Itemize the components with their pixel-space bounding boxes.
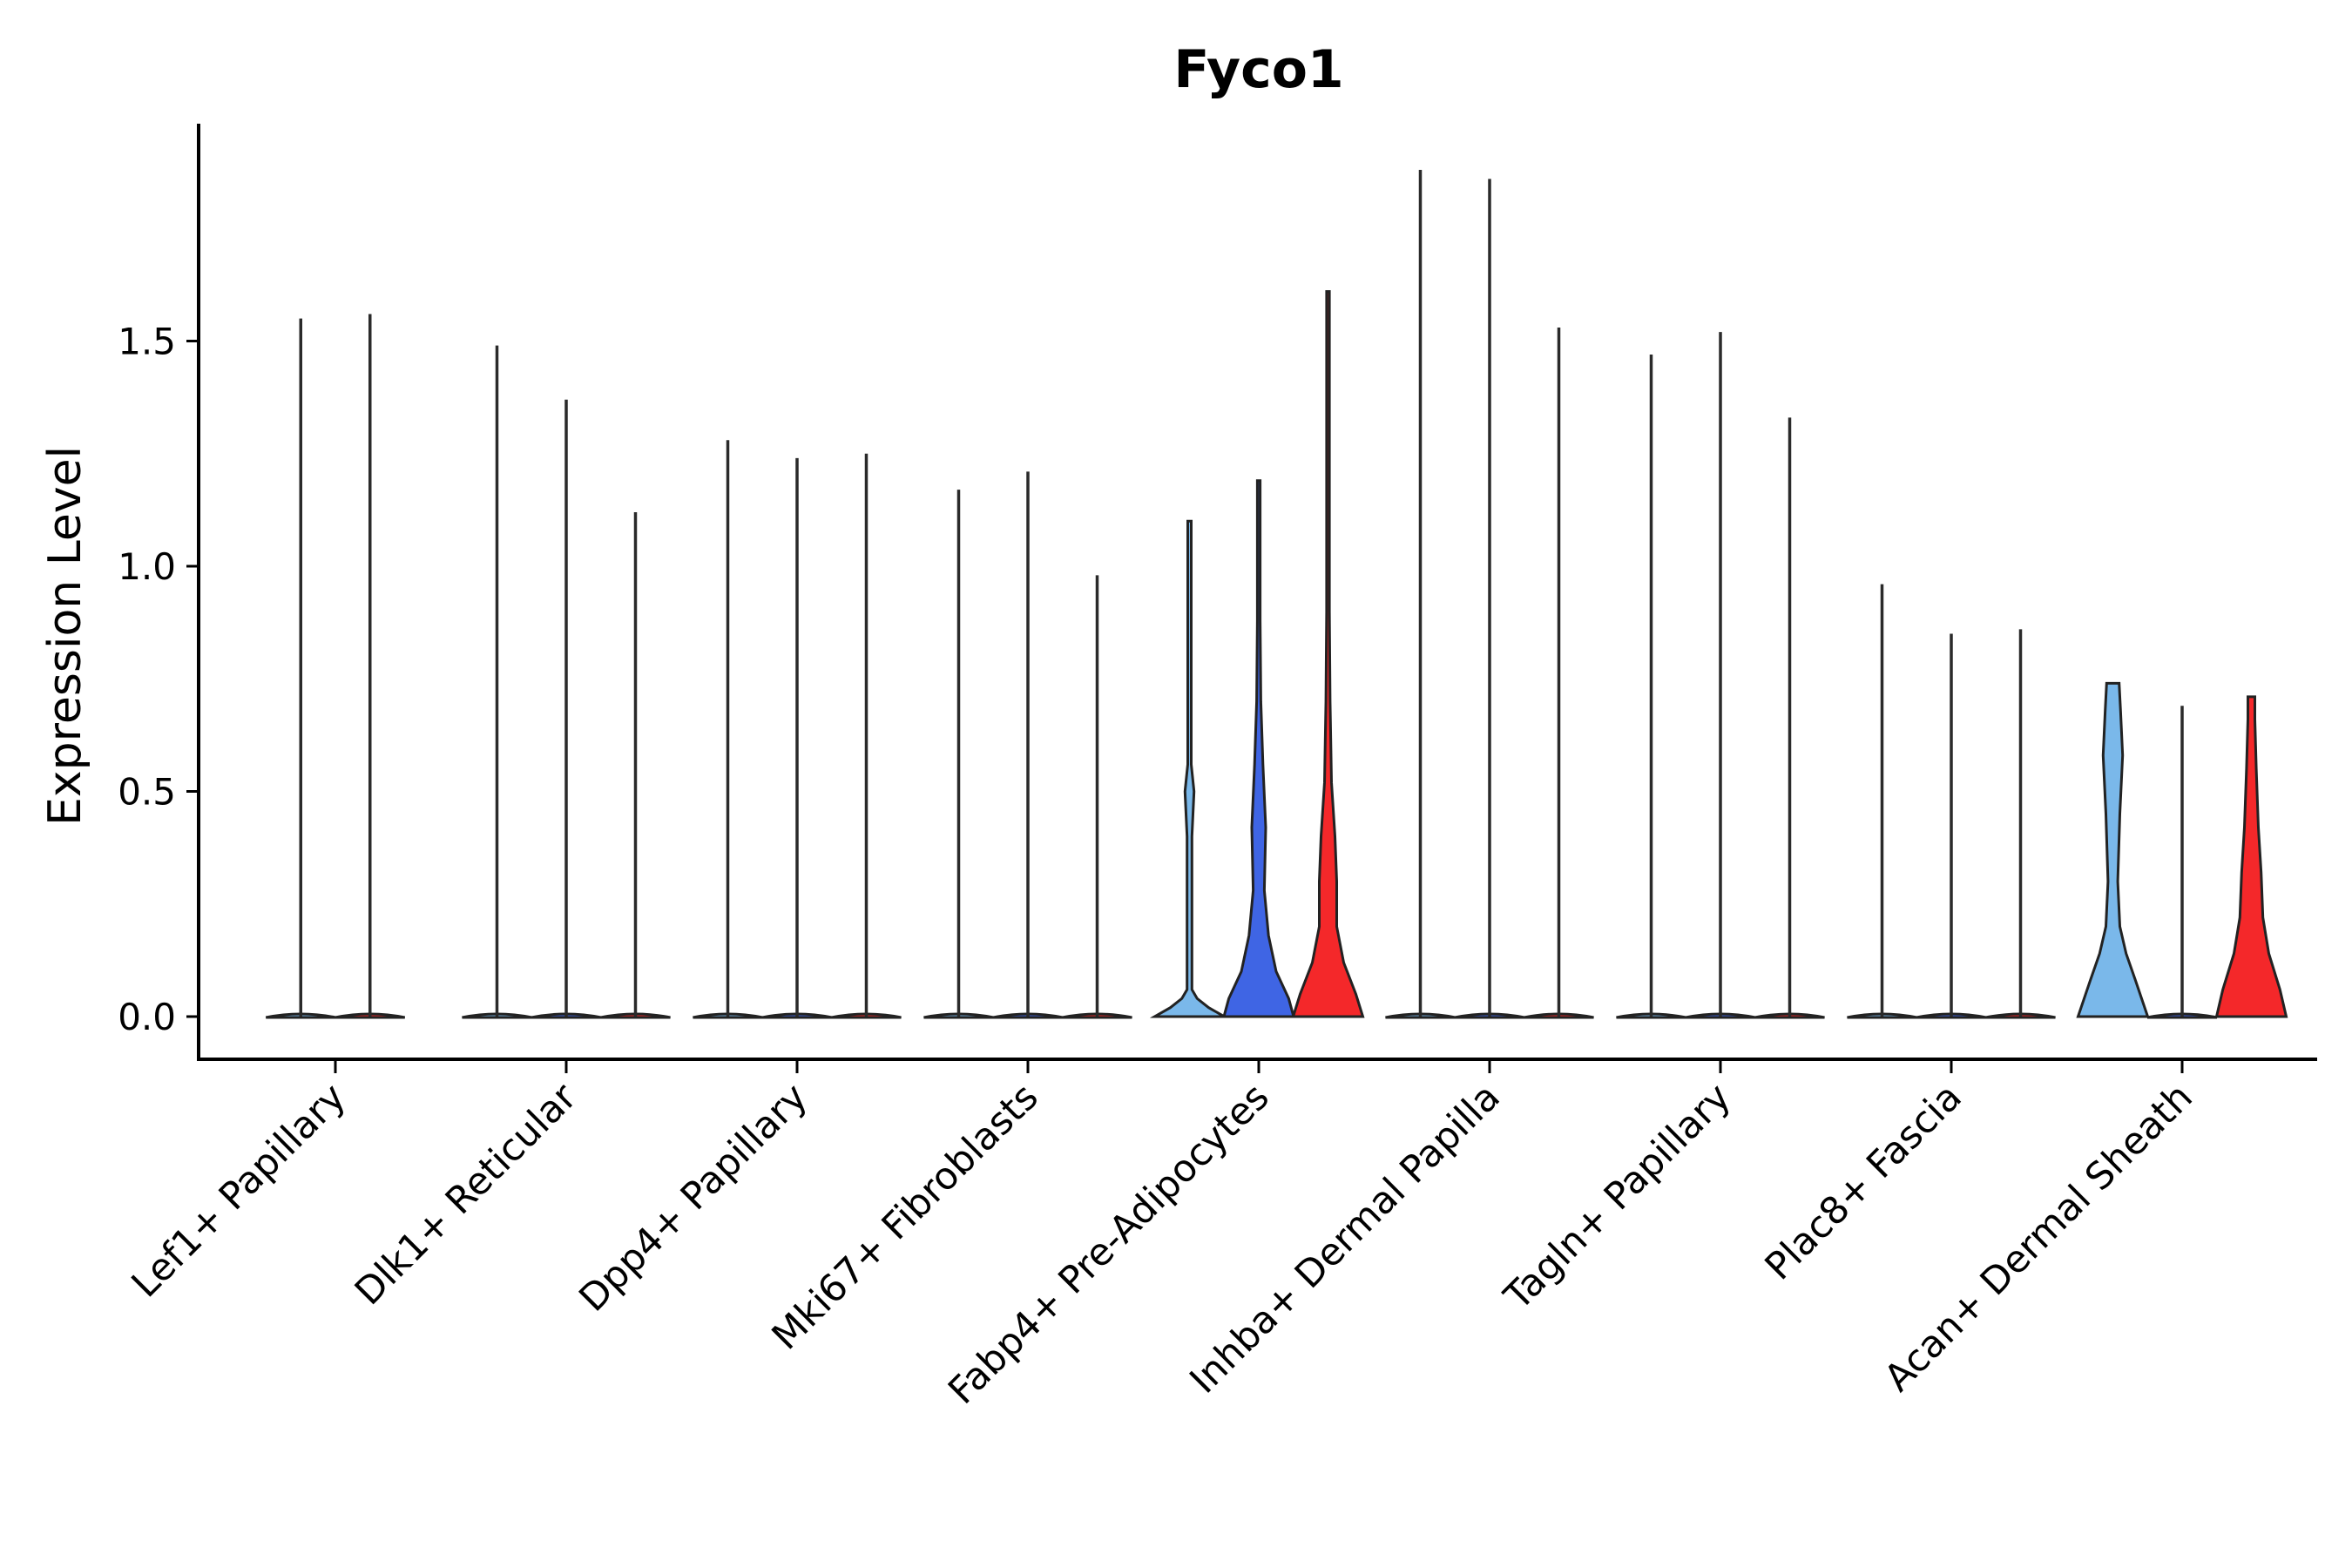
x-tick-label: Mki67+ Fibroblasts (764, 1075, 1047, 1358)
y-axis-label: Expression Level (39, 446, 91, 826)
x-tick-label: Plac8+ Fascia (1757, 1075, 1970, 1288)
y-tick-label: 1.5 (118, 321, 176, 363)
x-tick-label: Dpp4+ Papillary (571, 1075, 816, 1320)
y-tick-label: 1.0 (118, 545, 176, 588)
violins-layer (265, 170, 2288, 1019)
violin-body (2076, 681, 2150, 1018)
violin-body (2214, 695, 2288, 1018)
violin-body (1222, 479, 1295, 1018)
x-tick-label: Tagln+ Papillary (1496, 1075, 1740, 1319)
violin-body (1291, 290, 1365, 1018)
y-tick-label: 0.5 (118, 771, 176, 814)
chart-title: Fyco1 (1173, 39, 1343, 100)
x-tick-label: Dlk1+ Reticular (347, 1075, 585, 1314)
y-axis-ticks: 0.0 0.5 1.0 1.5 (118, 321, 199, 1038)
y-tick-label: 0.0 (118, 996, 176, 1038)
x-tick-label: Lef1+ Papillary (124, 1075, 355, 1306)
violin-body (1149, 519, 1230, 1018)
